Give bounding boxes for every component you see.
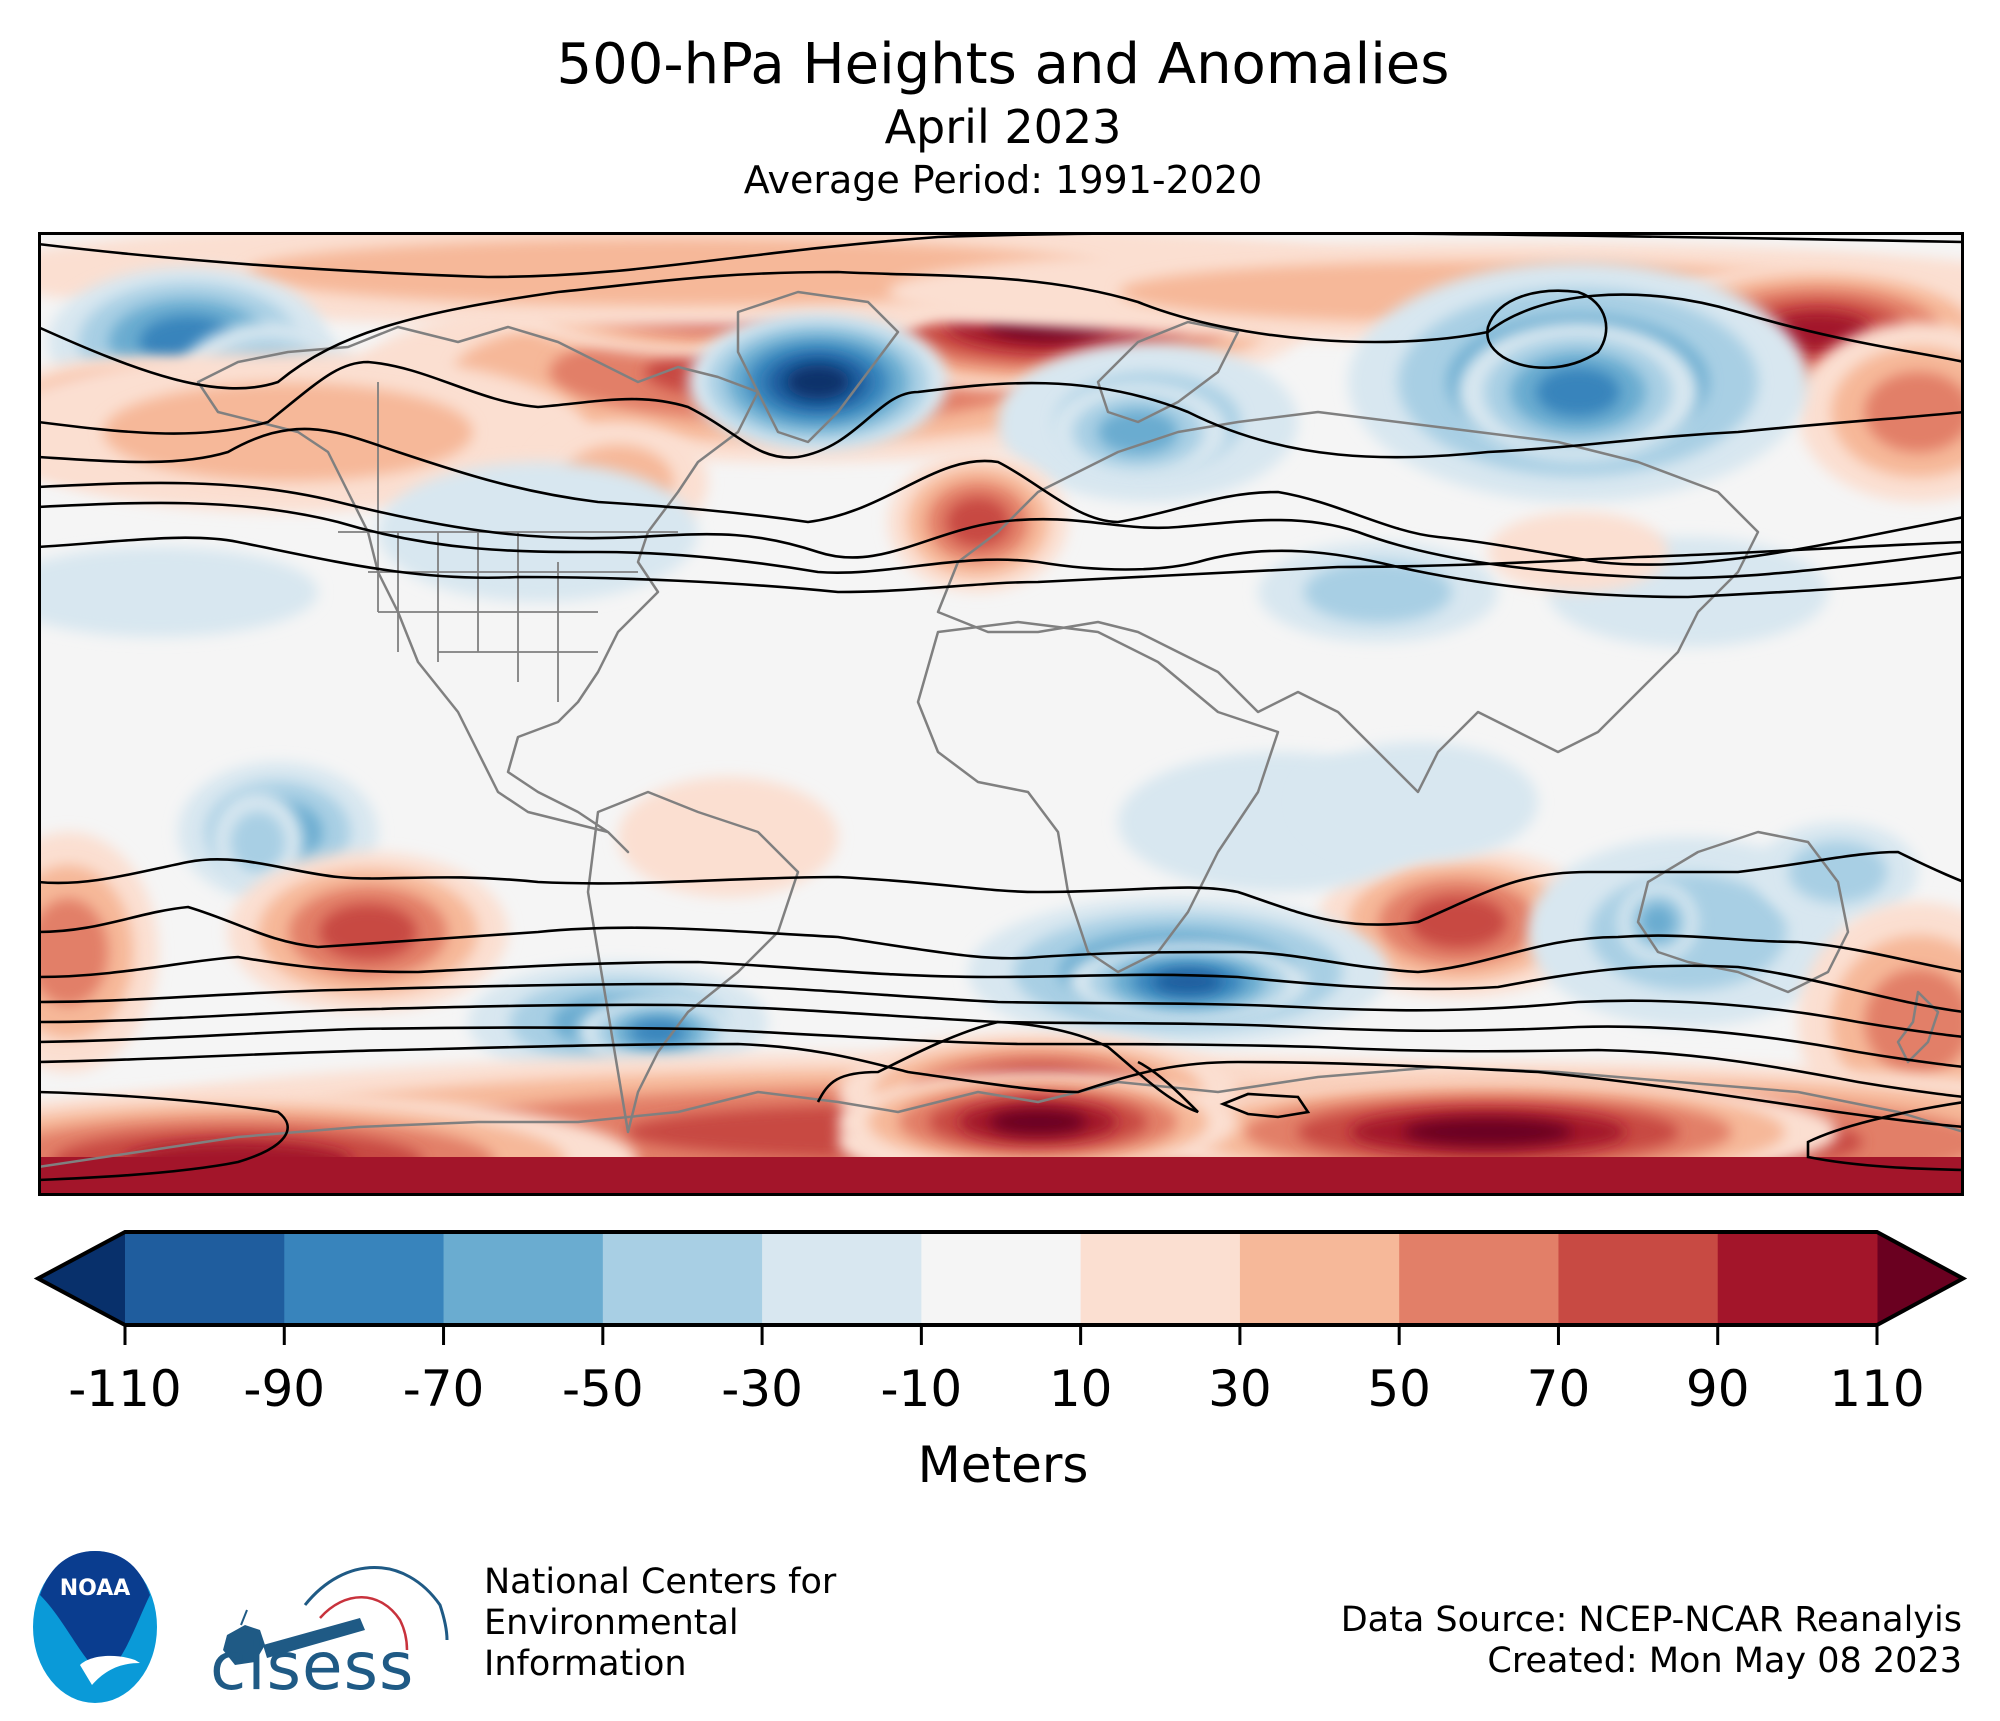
ncei-line-2: Environmental [484, 1603, 739, 1643]
colorbar-cell [1717, 1232, 1878, 1325]
positive-anomaly-region [38, 898, 108, 1006]
height-contour [38, 536, 1964, 594]
ncei-line-1: National Centers for [484, 1562, 837, 1602]
ncei-name: National Centers for Environmental Infor… [484, 1562, 836, 1685]
height-contour [38, 905, 1964, 974]
colorbar-tick-label: 90 [1685, 1360, 1750, 1418]
created-date: Created: Mon May 08 2023 [1487, 1641, 1962, 1681]
positive-anomaly-region [38, 1157, 1964, 1196]
colorbar-tick-label: -50 [561, 1360, 644, 1418]
height-contour [1219, 1092, 1311, 1119]
positive-anomaly-region [103, 382, 473, 482]
data-source: Data Source: NCEP-NCAR Reanalyis [1340, 1600, 1962, 1640]
us-state-borders [338, 382, 678, 702]
noaa-logo: NOAA [33, 1551, 157, 1703]
height-contours [38, 232, 1964, 1182]
height-contour [38, 427, 1964, 566]
colorbar-tick-label: -90 [243, 1360, 326, 1418]
coastline-australia [1636, 830, 1850, 994]
colorbar-tick-label: 110 [1829, 1360, 1925, 1418]
colorbar-tick-label: -70 [402, 1360, 485, 1418]
positive-anomaly-region [989, 1109, 1087, 1135]
coastline-new-zealand [1896, 990, 1940, 1064]
cisess-logo-text: cisess [210, 1628, 415, 1705]
positive-anomaly-region [1409, 895, 1507, 949]
coastline-antarctica [38, 1065, 1964, 1169]
negative-anomaly-region [1640, 904, 1676, 940]
height-contour [38, 982, 1964, 1039]
map-frame [38, 232, 1964, 1196]
source-info: Data Source: NCEP-NCAR Reanalyis Created… [1341, 1600, 1962, 1682]
colorbar-tick-label: -10 [880, 1360, 963, 1418]
colorbar-tick-label: 30 [1208, 1360, 1272, 1418]
height-contour [38, 1026, 1964, 1099]
positive-anomaly-region [1488, 512, 1668, 592]
colorbar-cell [762, 1232, 922, 1325]
height-contour [38, 481, 1964, 580]
height-contour [38, 1090, 289, 1182]
colorbar-cell [284, 1232, 445, 1325]
negative-anomaly-region [1788, 841, 1888, 903]
cisess-logo [223, 1566, 449, 1665]
height-contour [38, 955, 1964, 1014]
height-contour [38, 270, 1964, 390]
negative-anomaly-region [1536, 367, 1620, 417]
height-contour [38, 360, 1964, 459]
noaa-logo-text: NOAA [60, 1576, 131, 1601]
colorbar-cell [1080, 1232, 1241, 1325]
coastline-north-america [196, 325, 760, 854]
negative-anomaly-region [230, 811, 286, 873]
height-contour [38, 1003, 1964, 1069]
colorbar-label: Meters [917, 1436, 1089, 1494]
colorbar-cell [1399, 1232, 1559, 1325]
colorbar-tick-label: -30 [721, 1360, 803, 1418]
height-contour [1486, 289, 1608, 369]
height-contour [1806, 1100, 1964, 1172]
positive-anomaly-region [1864, 968, 1964, 1076]
negative-anomaly-region [630, 1019, 686, 1045]
colorbar-cell [602, 1232, 763, 1325]
negative-anomaly-region [38, 547, 318, 637]
colorbar-cell [921, 1232, 1082, 1325]
negative-anomaly-region [1298, 742, 1538, 862]
negative-anomaly-region [1304, 561, 1452, 623]
colorbar-extend-low [38, 1232, 125, 1325]
height-contour [38, 1042, 1964, 1129]
colorbar [33, 1230, 1968, 1345]
chart-title: 500-hPa Heights and Anomalies [556, 32, 1450, 97]
negative-anomaly-region [1098, 409, 1178, 455]
chart-subtitle: April 2023 [884, 100, 1122, 154]
colorbar-cell [443, 1232, 604, 1325]
positive-anomaly-region [1864, 372, 1964, 452]
height-contour [38, 850, 1964, 926]
coastline-greenland [736, 290, 900, 444]
anomaly-map [38, 232, 1964, 1196]
negative-anomaly-region [786, 365, 850, 399]
colorbar-tick-label: -110 [68, 1360, 182, 1418]
ncei-line-3: Information [484, 1644, 687, 1684]
coastline-south-america [586, 790, 800, 1134]
positive-anomaly-region [618, 777, 838, 897]
height-contour [38, 501, 1964, 599]
colorbar-tick-label: 50 [1367, 1360, 1431, 1418]
height-contour [816, 1020, 1199, 1114]
coastline-scandinavia [1096, 320, 1240, 424]
colorbar-cell [125, 1232, 285, 1325]
positive-anomaly-region [319, 904, 417, 960]
colorbar-extend-high [1877, 1232, 1963, 1325]
colorbar-cell [1558, 1232, 1719, 1325]
colorbar-outline [33, 1230, 1968, 1327]
coastline-eurasia [936, 410, 1760, 794]
positive-anomaly-region [1403, 1118, 1573, 1146]
average-period: Average Period: 1991-2020 [743, 158, 1263, 202]
colorbar-cell [1239, 1232, 1400, 1325]
colorbar-tick-label: 10 [1048, 1360, 1113, 1418]
colorbar-tick-label: 70 [1526, 1360, 1591, 1418]
